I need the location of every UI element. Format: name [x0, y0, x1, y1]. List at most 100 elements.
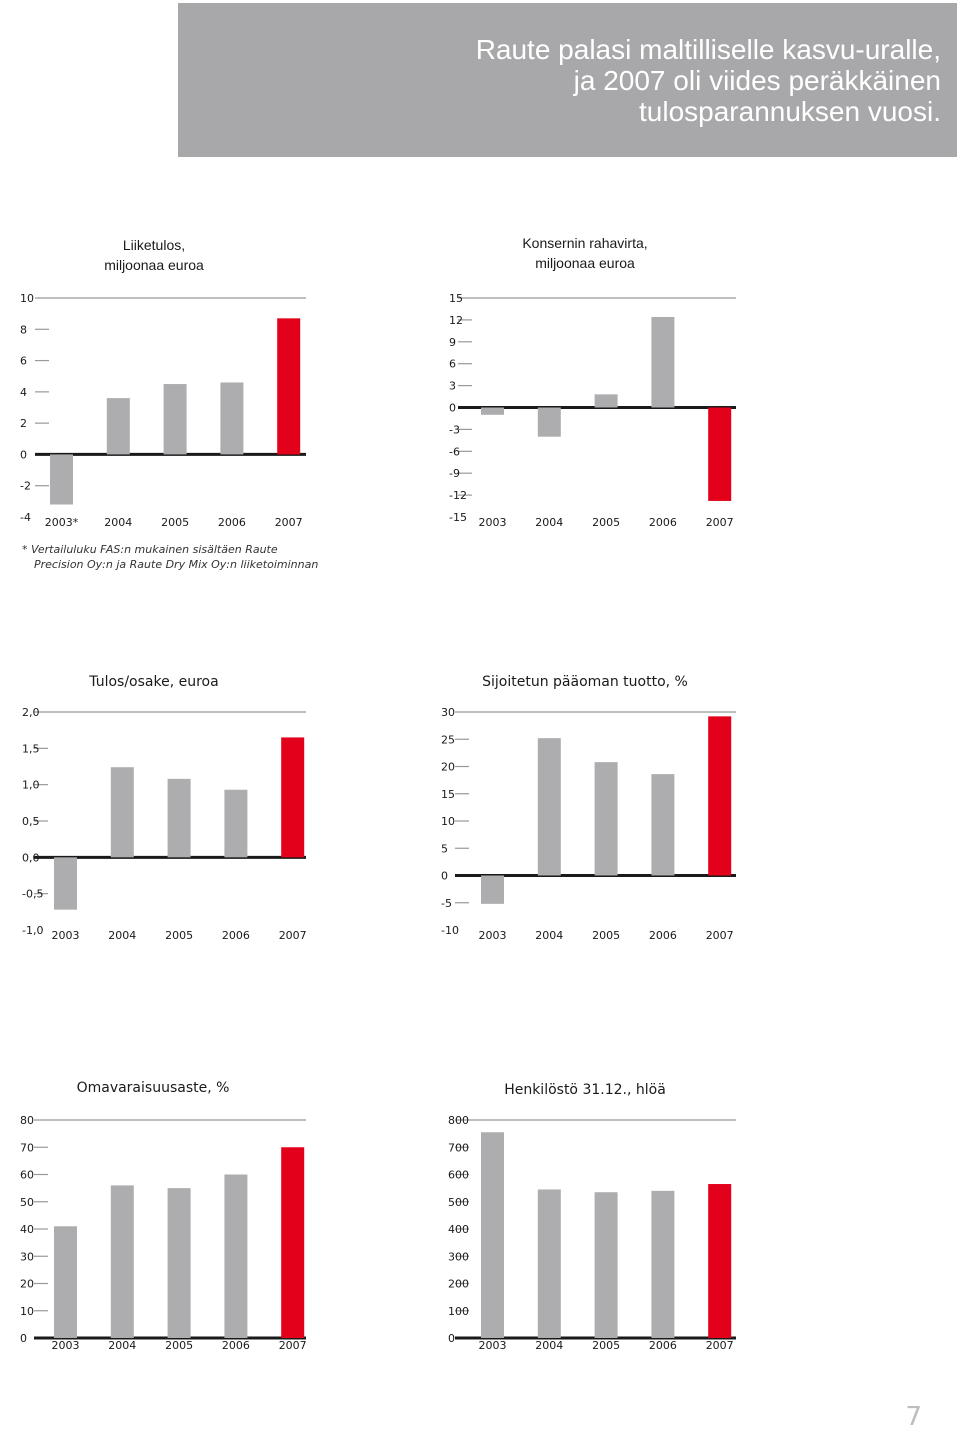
chart5-xtick-label: 2004: [108, 1339, 136, 1352]
chart3-ytick-label: 0,5: [22, 815, 40, 828]
chart1-ytick-label: 6: [20, 355, 27, 368]
chart4-ytick-label: 10: [441, 815, 455, 828]
chart1-ytick-label: -4: [20, 511, 31, 524]
banner-line-3: tulosparannuksen vuosi.: [639, 96, 941, 127]
chart3-xtick-label: 2004: [108, 929, 136, 942]
chart1-xtick-label: 2005: [161, 516, 189, 529]
chart4-ytick-label: 25: [441, 733, 455, 746]
page-number: 7: [905, 1402, 922, 1432]
chart6-xtick-label: 2007: [706, 1339, 734, 1352]
chart2-ytick-label: 12: [449, 314, 463, 327]
chart4-title-line: Sijoitetun pääoman tuotto, %: [482, 674, 688, 690]
chart1-ytick-label: 10: [20, 292, 34, 305]
chart2-ytick-label: -3: [449, 423, 460, 436]
chart4-bar-2005: [594, 762, 618, 876]
chart3-bar-2005: [167, 778, 191, 858]
chart3-xtick-label: 2003: [52, 929, 80, 942]
chart1-ytick-label: 0: [20, 448, 27, 461]
chart5-title-line: Omavaraisuusaste, %: [77, 1080, 230, 1096]
chart2-xtick-label: 2007: [706, 516, 734, 529]
chart2-title-line: Konsernin rahavirta,: [522, 235, 647, 251]
chart2-ytick-label: 6: [449, 358, 456, 371]
chart5-xtick-label: 2006: [222, 1339, 250, 1352]
chart5-ytick-label: 20: [20, 1278, 34, 1291]
chart5-bar-2003: [54, 1226, 77, 1338]
chart6-bar-2007: [708, 1184, 732, 1338]
chart3-bar-2004: [110, 767, 134, 858]
chart4-bar-2007: [708, 716, 732, 876]
chart4-xtick-label: 2004: [535, 929, 563, 942]
chart4-xtick-label: 2003: [479, 929, 507, 942]
chart2-bar-2007: [708, 407, 732, 501]
chart2-ytick-label: -6: [449, 445, 460, 458]
chart2-ytick-label: 15: [449, 292, 463, 305]
chart6-bar-2004: [537, 1189, 561, 1338]
chart6-xtick-label: 2005: [592, 1339, 620, 1352]
chart5-ytick-label: 40: [20, 1223, 34, 1236]
chart4-xtick-label: 2006: [649, 929, 677, 942]
chart4-xtick-label: 2007: [706, 929, 734, 942]
chart3-title-line: Tulos/osake, euroa: [88, 674, 218, 690]
chart1-title-line: Liiketulos,: [123, 237, 185, 253]
chart6-ytick-label: 800: [448, 1114, 469, 1127]
chart5-ytick-label: 70: [20, 1141, 34, 1154]
chart3-bar-2003: [54, 857, 77, 910]
chart2-bar-2003: [481, 407, 504, 415]
banner-line-1: Raute palasi maltilliselle kasvu-uralle,: [475, 34, 941, 65]
chart5-ytick-label: 30: [20, 1250, 34, 1263]
chart2-ytick-label: -9: [449, 467, 460, 480]
chart1-ytick-label: 4: [20, 386, 27, 399]
chart6-ytick-label: 0: [448, 1332, 455, 1345]
chart3-ytick-label: -0,5: [22, 888, 43, 901]
chart2-xtick-label: 2003: [479, 516, 507, 529]
chart6-xtick-label: 2004: [535, 1339, 563, 1352]
chart6-bar-2005: [594, 1192, 618, 1338]
chart6-ytick-label: 300: [448, 1250, 469, 1263]
chart6-bar-2006: [651, 1190, 675, 1338]
chart6-ytick-label: 600: [448, 1169, 469, 1182]
chart4-xtick-label: 2005: [592, 929, 620, 942]
chart6-xtick-label: 2003: [479, 1339, 507, 1352]
chart4-ytick-label: -5: [441, 897, 452, 910]
title-banner: Raute palasi maltilliselle kasvu-uralle,…: [178, 3, 957, 157]
chart1-xtick-label: 2007: [275, 516, 303, 529]
chart1-ytick-label: 8: [20, 323, 27, 336]
chart6-bar-2003: [481, 1132, 504, 1338]
chart6-ytick-label: 200: [448, 1278, 469, 1291]
chart4-ytick-label: 5: [441, 842, 448, 855]
chart1-bar-2004: [106, 398, 130, 455]
chart3-xtick-label: 2007: [279, 929, 307, 942]
chart4-ytick-label: 0: [441, 870, 448, 883]
chart3-ytick-label: 0,0: [22, 851, 40, 864]
chart4-bar-2004: [537, 738, 561, 876]
chart4-ytick-label: 30: [441, 706, 455, 719]
chart1-ytick-label: -2: [20, 480, 31, 493]
chart4-ytick-label: 15: [441, 788, 455, 801]
chart2-xtick-label: 2004: [535, 516, 563, 529]
chart2-ytick-label: 9: [449, 336, 456, 349]
chart6-ytick-label: 100: [448, 1305, 469, 1318]
chart6-ytick-label: 500: [448, 1196, 469, 1209]
chart4-bar-2003: [481, 875, 504, 904]
chart1-bar-2003: [50, 454, 73, 505]
chart3-xtick-label: 2006: [222, 929, 250, 942]
chart6-ytick-label: 400: [448, 1223, 469, 1236]
chart5-bar-2005: [167, 1188, 191, 1338]
chart6-ytick-label: 700: [448, 1141, 469, 1154]
chart2-ytick-label: 3: [449, 380, 456, 393]
chart1-xtick-label: 2006: [218, 516, 246, 529]
chart2-bar-2006: [651, 316, 675, 408]
chart5-xtick-label: 2005: [165, 1339, 193, 1352]
chart2-ytick-label: -15: [449, 511, 467, 524]
banner-line-2: ja 2007 oli viides peräkkäinen: [573, 65, 941, 96]
chart3-ytick-label: -1,0: [22, 924, 43, 937]
chart5-ytick-label: 60: [20, 1169, 34, 1182]
chart3-ytick-label: 2,0: [22, 706, 40, 719]
chart5-bar-2007: [281, 1147, 305, 1338]
chart6-xtick-label: 2006: [649, 1339, 677, 1352]
chart3-ytick-label: 1,5: [22, 742, 40, 755]
chart2-bar-2004: [537, 407, 561, 437]
chart2-xtick-label: 2006: [649, 516, 677, 529]
chart5-xtick-label: 2007: [279, 1339, 307, 1352]
